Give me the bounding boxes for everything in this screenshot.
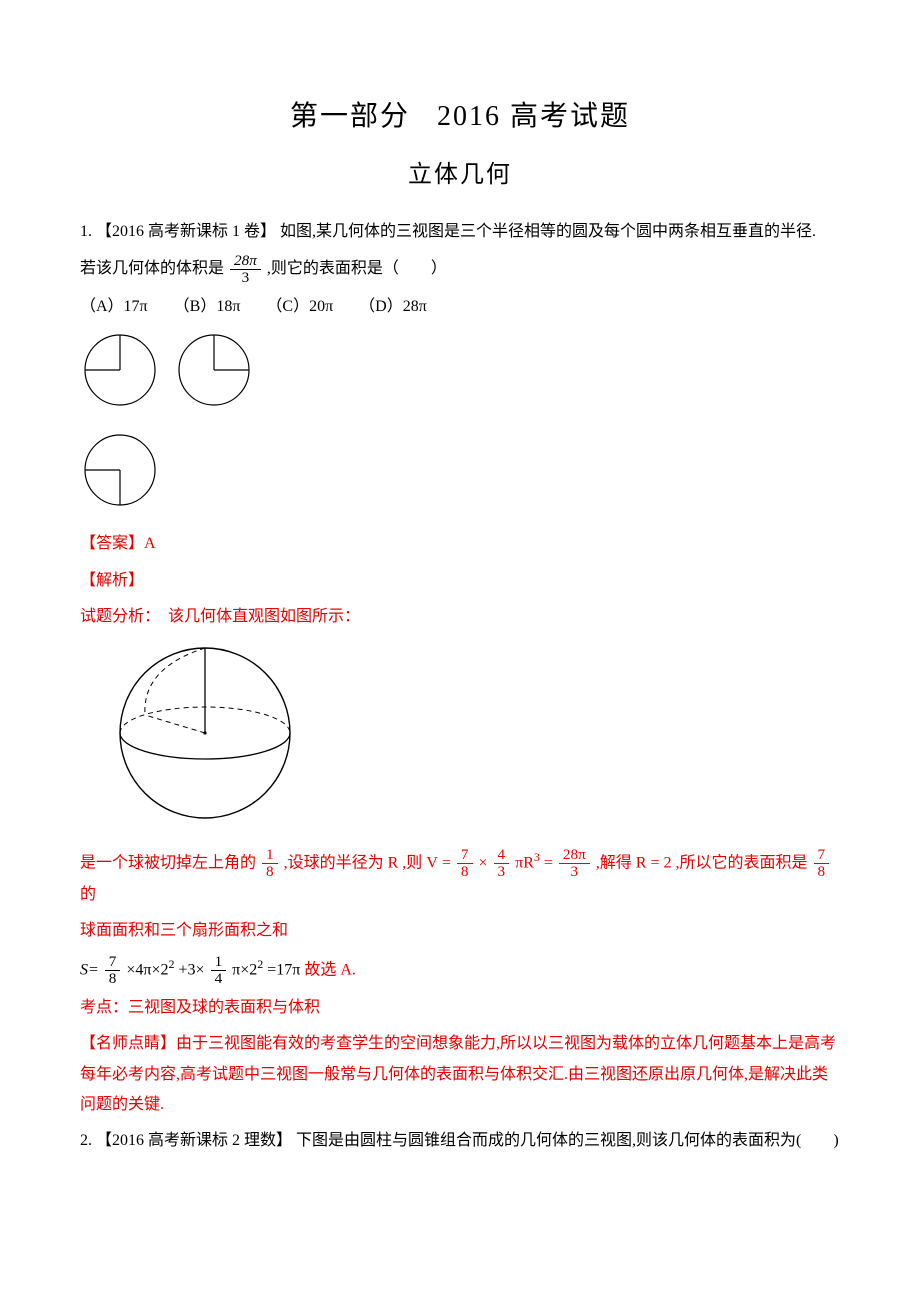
q2-stem: 2. 【2016 高考新课标 2 理数】 下图是由圆柱与圆锥组合而成的几何体的三… (80, 1126, 840, 1156)
answer-value: A (144, 535, 156, 552)
q1-option-d: （D）28π (359, 298, 427, 315)
analysis-label: 【解析】 (80, 566, 840, 596)
q1-stem-a: 如图,某几何体的三视图是三个半径相等的圆及每个圆中两条相互垂直的半径. (280, 223, 816, 240)
q2-number: 2. (80, 1132, 92, 1149)
sphere-figure (110, 638, 840, 839)
title-sub: 立体几何 (80, 153, 840, 199)
three-view-row2 (80, 430, 840, 521)
q1-source: 【2016 高考新课标 1 卷】 (96, 223, 276, 240)
q1-stem-b: 若该几何体的体积是 28π 3 ,则它的表面积是（ ） (80, 253, 840, 286)
answer-line: 【答案】A (80, 529, 840, 559)
answer-label: 【答案】 (80, 535, 144, 552)
three-view-row1 (80, 330, 840, 421)
q1-option-a: （A）17π (80, 298, 148, 315)
view-circle-bottom (80, 430, 160, 510)
title-main: 第一部分 2016 高考试题 (80, 90, 840, 143)
exam-label: 2016 高考试题 (437, 101, 630, 132)
q1-number: 1. (80, 223, 92, 240)
mingshi-label: 【名师点睛】 (80, 1035, 176, 1052)
q1-stem: 1. 【2016 高考新课标 1 卷】 如图,某几何体的三视图是三个半径相等的圆… (80, 217, 840, 247)
explain-line1: 是一个球被切掉左上角的 18 ,设球的半径为 R ,则 V = 78 × 43 … (80, 846, 840, 911)
kaodian: 考点：三视图及球的表面积与体积 (80, 993, 840, 1023)
explain-line2: 球面面积和三个扇形面积之和 (80, 916, 840, 946)
view-circle-top-right (174, 330, 254, 410)
view-circle-top-left (80, 330, 160, 410)
q2-body: 下图是由圆柱与圆锥组合而成的几何体的三视图,则该几何体的表面积为( ) (296, 1132, 839, 1149)
q1-option-b: （B）18π (174, 298, 241, 315)
q1-options: （A）17π （B）18π （C）20π （D）28π (80, 292, 840, 322)
mingshi: 【名师点睛】由于三视图能有效的考查学生的空间想象能力,所以以三视图为载体的立体几… (80, 1029, 840, 1120)
q1-option-c: （C）20π (266, 298, 333, 315)
q1-volume-frac: 28π 3 (230, 253, 261, 286)
q2-source: 【2016 高考新课标 2 理数】 (96, 1132, 292, 1149)
part-label: 第一部分 (290, 101, 410, 132)
q1-stem-b-post: ,则它的表面积是（ ） (267, 260, 447, 277)
mingshi-body: 由于三视图能有效的考查学生的空间想象能力,所以以三视图为载体的立体几何题基本上是… (80, 1035, 836, 1113)
analysis-intro: 试题分析： 该几何体直观图如图所示： (80, 602, 840, 632)
surface-equation: S= 78 ×4π×22 +3× 14 π×22 =17π 故选 A. (80, 953, 840, 987)
q1-stem-b-pre: 若该几何体的体积是 (80, 260, 224, 277)
hence-choose: 故选 A. (304, 961, 356, 978)
